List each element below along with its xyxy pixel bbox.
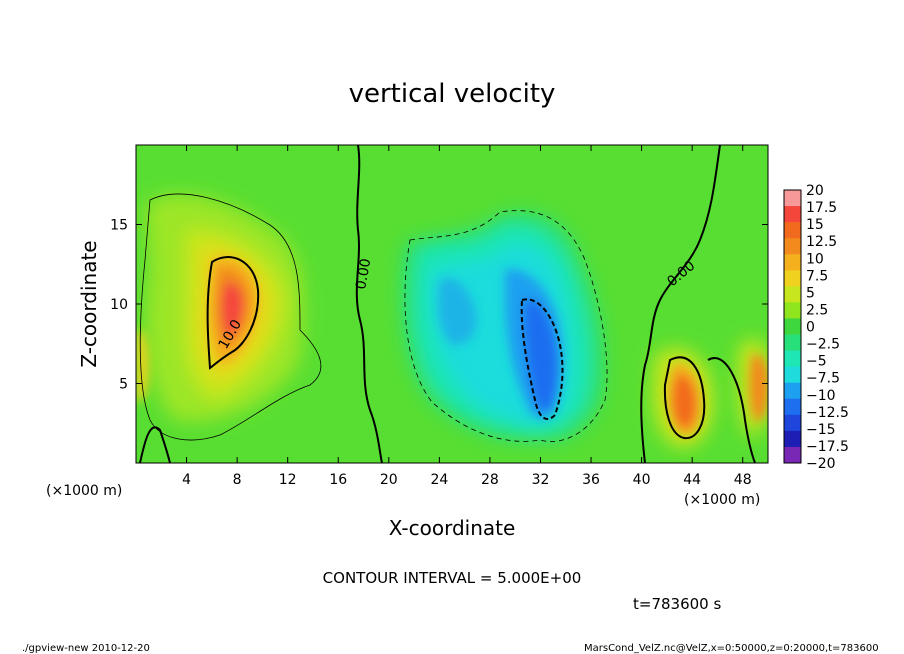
colorbar-swatch xyxy=(784,334,801,351)
y-tick-label: 5 xyxy=(119,377,128,393)
colorbar-swatch xyxy=(784,206,801,223)
x-tick-label: 20 xyxy=(380,472,398,488)
colorbar-label: −10 xyxy=(806,388,836,404)
x-unit-left: (×1000 m) xyxy=(46,483,122,499)
colorbar-swatch xyxy=(784,238,801,255)
colorbar-swatch xyxy=(784,446,801,464)
x-tick-label: 16 xyxy=(329,472,347,488)
colorbar-label: 7.5 xyxy=(806,268,828,284)
colorbar-label: −5 xyxy=(806,354,827,370)
contour-five-right xyxy=(663,356,706,440)
colorbar-swatch xyxy=(784,414,801,432)
colorbar-swatch xyxy=(784,222,801,239)
x-tick-label: 32 xyxy=(532,472,550,488)
heatmap-field: 10.0 0.00 0.00 xyxy=(136,145,768,463)
contour-zero-left xyxy=(355,145,383,463)
colorbar-frame xyxy=(783,189,802,464)
contour-bottom-left xyxy=(139,426,171,463)
colorbar-label: −7.5 xyxy=(806,371,840,387)
x-tick-label: 44 xyxy=(683,472,701,488)
colorbar-label: 20 xyxy=(806,183,824,199)
x-tick-label: 28 xyxy=(481,472,499,488)
colorbar-swatch xyxy=(784,398,801,416)
colorbar-label: 0 xyxy=(806,320,815,336)
colorbar-label: −2.5 xyxy=(806,337,840,353)
x-tick-label: 48 xyxy=(734,472,752,488)
colorbar-label: 5 xyxy=(806,285,815,301)
contour-lines xyxy=(139,145,756,463)
x-unit-right: (×1000 m) xyxy=(684,492,760,508)
chart-title: vertical velocity xyxy=(349,79,556,109)
colorbar-label: 15 xyxy=(806,217,824,233)
time-text: t=783600 s xyxy=(633,595,721,613)
colorbar-swatch xyxy=(784,190,801,207)
x-tick-label: 12 xyxy=(279,472,297,488)
colorbar-label: −12.5 xyxy=(806,405,849,421)
colorbar-swatch xyxy=(784,286,801,303)
y-tick-label: 15 xyxy=(110,218,128,234)
x-tick-label: 24 xyxy=(430,472,448,488)
colorbar-swatch xyxy=(784,254,801,271)
colorbar-label: −20 xyxy=(806,456,836,472)
colorbar-label: 2.5 xyxy=(806,302,828,318)
colorbar-swatch xyxy=(784,430,801,448)
colorbar-label: 17.5 xyxy=(806,200,837,216)
contour-zero-right xyxy=(640,145,721,463)
colorbar-swatch xyxy=(784,350,801,368)
contour-label-zero-left: 0.00 xyxy=(353,257,374,290)
colorbar-swatch xyxy=(784,302,801,319)
x-tick-label: 40 xyxy=(633,472,651,488)
contour-zero-far-right xyxy=(707,357,756,463)
colorbar-label: −17.5 xyxy=(806,439,849,455)
contour-five-left xyxy=(139,193,322,441)
colorbar-swatch xyxy=(784,382,801,400)
colorbar-label: 10 xyxy=(806,251,824,267)
contour-minus5-center xyxy=(404,210,608,442)
downdraft-core-center xyxy=(438,269,563,419)
x-tick-label: 8 xyxy=(233,472,242,488)
contour-interval-text: CONTOUR INTERVAL = 5.000E+00 xyxy=(323,569,582,587)
colorbar-swatch xyxy=(784,318,801,335)
contour-minus10-center xyxy=(520,298,564,420)
y-tick-label: 10 xyxy=(110,297,128,313)
x-axis-label: X-coordinate xyxy=(389,516,516,540)
y-axis: 5 10 15 xyxy=(110,218,768,393)
x-tick-label: 36 xyxy=(582,472,600,488)
x-axis: 4 8 12 16 20 24 28 32 36 40 44 48 xyxy=(182,145,752,488)
x-tick-label: 4 xyxy=(182,472,191,488)
colorbar-label: −15 xyxy=(806,422,836,438)
colorbar-swatch xyxy=(784,270,801,287)
footer-right: MarsCond_VelZ.nc@VelZ,x=0:50000,z=0:2000… xyxy=(584,643,879,654)
colorbar-label: 12.5 xyxy=(806,234,837,250)
contour-ten xyxy=(206,256,260,370)
colorbar-swatch xyxy=(784,366,801,384)
footer-left: ./gpview-new 2010-12-20 xyxy=(22,643,150,654)
y-axis-label: Z-coordinate xyxy=(77,240,101,367)
